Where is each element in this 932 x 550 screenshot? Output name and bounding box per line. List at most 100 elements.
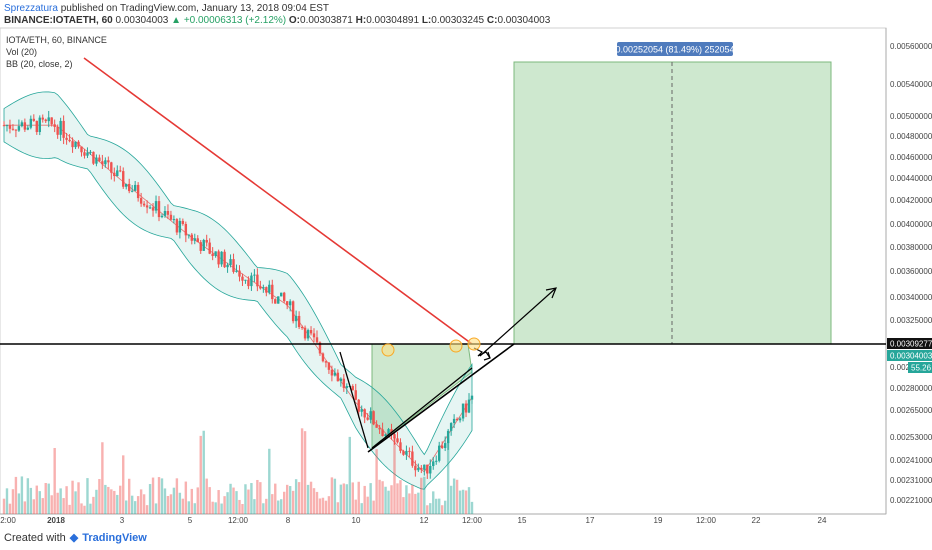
candle-body [199,242,202,251]
close-value: 0.00304003 [497,15,551,26]
candle-body [378,427,381,430]
candle-body [62,120,65,138]
candle-body [136,184,140,199]
candle-body [435,460,438,462]
candle-body [133,184,137,191]
published-text: published on TradingView.com, January 13… [60,3,330,14]
candle-body [253,274,256,276]
volume-bar [139,489,143,514]
volume-bar [122,455,125,514]
volume-bar [345,484,349,514]
author-link[interactable]: Sprezzatura [4,3,58,14]
up-arrow-icon: ▲ [171,15,182,26]
volume-bar [375,449,378,514]
volume-bar [229,483,232,514]
support-trendline[interactable] [367,343,515,453]
candle-body [426,464,429,474]
volume-bar [202,430,205,514]
resistance-price: 0.00309277 [890,340,932,349]
candle-body [244,279,247,281]
x-tick: 2:00 [0,516,16,525]
candle-body [396,438,399,443]
touch-circle-3 [467,337,481,351]
volume-bar [130,495,134,514]
volume-bar [285,484,289,514]
footer: Created with ◆ TradingView [4,531,147,545]
x-tick: 10 [352,516,361,525]
candle-body [208,242,211,254]
volume-bar [98,479,101,514]
volume-bar [38,491,41,514]
candle-body [196,238,199,243]
candle-body [464,403,468,413]
candle-body [461,403,465,419]
volume-value-tag [908,362,932,373]
volume-bar [262,503,265,514]
volume-bar [151,477,155,514]
candle-body [14,129,18,131]
volume-bar [214,502,217,514]
candle-body [330,369,334,376]
volume-bar [446,441,450,514]
symbol-label: BINANCE:IOTAETH, 60 [4,15,113,26]
volume-bar [342,483,346,514]
resistance-trendline[interactable] [83,57,473,345]
candle-body [202,239,205,251]
candle-body [232,259,235,272]
candle-body [369,411,372,420]
candle-body [190,234,193,241]
candle-body [452,418,456,424]
candle-body [432,461,435,467]
volume-bar [20,476,24,514]
candle-body [130,190,134,192]
volume-bar [23,501,27,514]
time-axis[interactable]: 2:00 2018 3 5 12:00 8 10 12 12:00 15 17 … [0,516,827,525]
volume-bar [303,431,307,514]
candle-body [29,118,33,128]
tradingview-brand[interactable]: TradingView [82,531,147,544]
candle-body [372,411,375,425]
volume-bar [291,490,295,514]
volume-bar [372,500,375,514]
volume-bar [250,483,253,514]
volume-bar [467,487,471,514]
tradingview-logo-icon: ◆ [69,532,79,544]
candle-body [417,467,420,471]
candle-body [65,137,68,140]
candle-body [23,122,27,130]
candle-body [98,157,101,162]
volume-bar [354,499,357,514]
volume-bar [220,503,223,514]
volume-bar [190,488,193,514]
price-axis[interactable]: 0.00560000 0.00540000 0.00500000 0.00480… [890,42,932,505]
zigzag-path [473,347,491,359]
volume-bar [351,482,354,514]
x-tick: 15 [518,516,527,525]
volume-bar [309,481,313,514]
candle-body [297,315,301,328]
candle-body [142,203,146,206]
candle-body [458,418,462,421]
volume-bar [205,478,208,514]
low-label: L: [421,15,432,26]
legend-pair: IOTA/ETH, 60, BINANCE [6,35,107,45]
candle-body [235,270,238,272]
x-tick: 12:00 [228,516,249,525]
candle-body [265,287,268,293]
y-tick: 0.00325000 [890,316,932,325]
volume-bar [265,498,268,514]
volume-bar [360,503,363,514]
candle-body [405,450,408,455]
symbol-quote: BINANCE:IOTAETH, 60 0.00304003 ▲ +0.0000… [4,15,550,26]
candle-body [122,171,125,187]
candle-body [125,183,128,187]
candle-body [393,434,396,439]
candle-body [438,445,441,461]
volume-bar [315,491,319,514]
candle-body [324,361,328,363]
volume-bar [223,496,226,514]
candle-body [2,125,6,127]
candle-body [157,201,161,218]
volume-bar [184,481,188,514]
